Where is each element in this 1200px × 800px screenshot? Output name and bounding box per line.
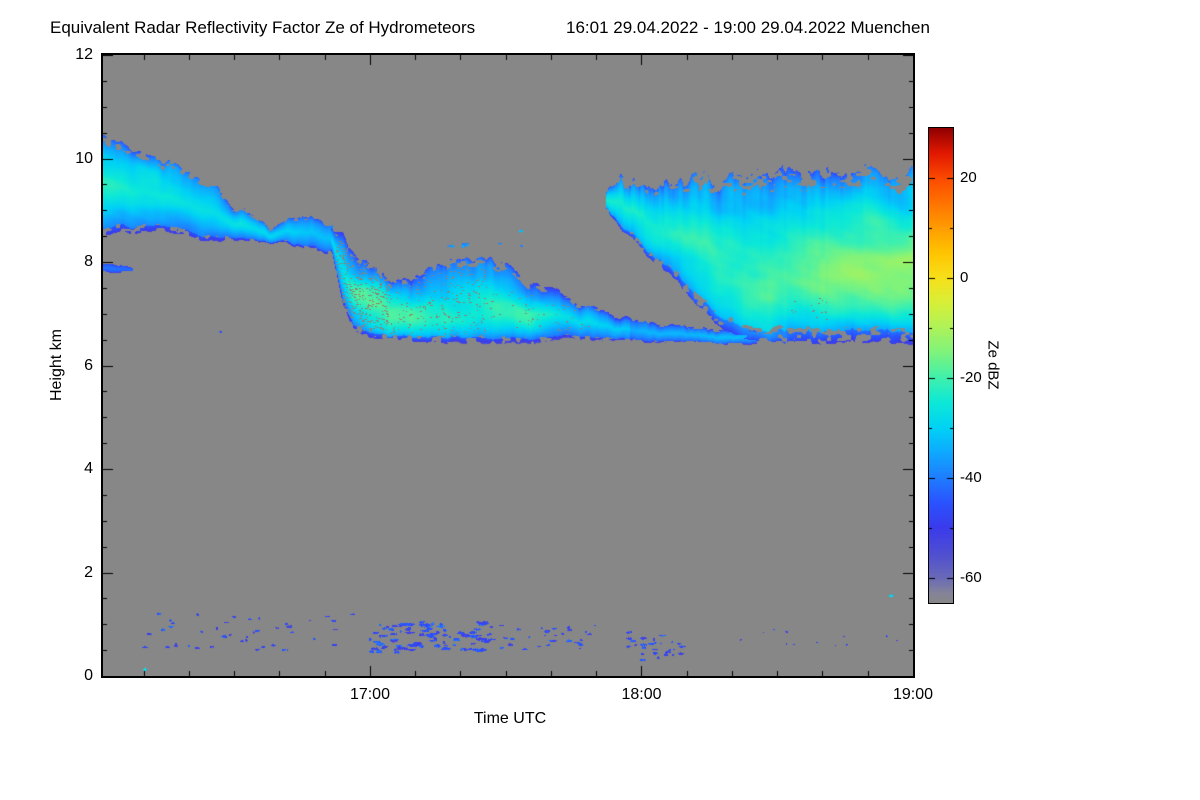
heatmap-plot-canvas [101, 53, 915, 678]
colorbar-tick-label: -40 [960, 469, 982, 486]
y-tick-label: 10 [75, 149, 93, 167]
x-tick-label: 19:00 [892, 686, 934, 703]
x-tick-label: 18:00 [621, 686, 662, 703]
x-axis-label: Time UTC [473, 710, 547, 727]
y-tick-label: 8 [84, 253, 93, 270]
colorbar-tick-label: -20 [960, 369, 982, 386]
colorbar-tick-label: 0 [960, 269, 969, 286]
figure-title: Equivalent Radar Reflectivity Factor Ze … [50, 18, 476, 37]
colorbar-canvas [928, 127, 954, 604]
y-tick-label: 0 [84, 667, 93, 684]
colorbar-tick-label: 20 [960, 169, 977, 186]
y-tick-label: 4 [84, 460, 93, 477]
y-tick-label: 12 [75, 46, 93, 63]
y-tick-label: 6 [84, 356, 93, 374]
y-tick-label: 2 [84, 563, 93, 581]
colorbar-tick-label: -60 [960, 569, 982, 586]
x-tick-label: 17:00 [349, 686, 390, 703]
figure-period: 16:01 29.04.2022 - 19:00 29.04.2022 Muen… [566, 18, 930, 37]
